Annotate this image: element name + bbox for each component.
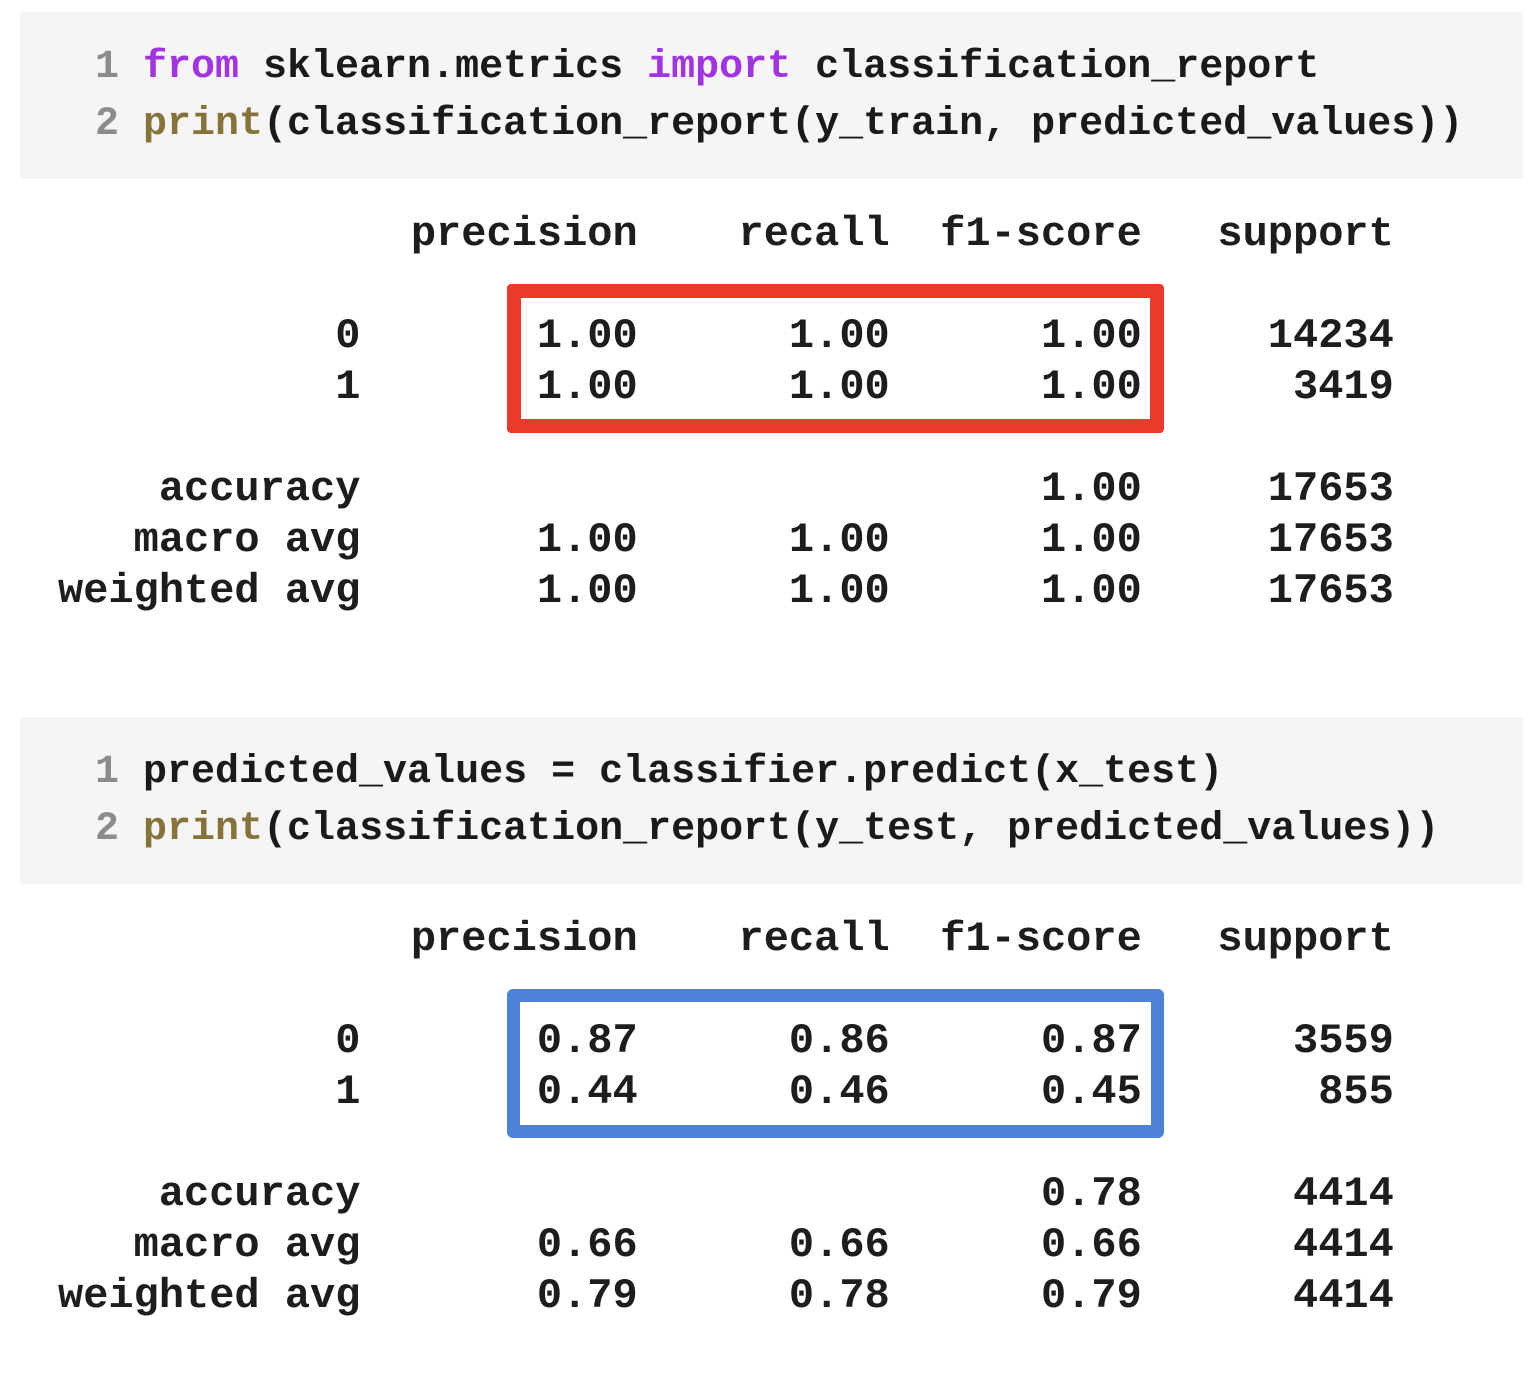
notebook-view: 1 from sklearn.metrics import classifica… (0, 12, 1536, 1375)
code-line: 1 predicted_values = classifier.predict(… (95, 744, 1523, 801)
blue-highlight-box (506, 989, 1165, 1138)
classification-report-test: precision recall f1-score support 0 0.87… (0, 914, 1536, 1322)
classification-report-train: precision recall f1-score support 0 1.00… (0, 209, 1536, 617)
code-token-builtin: print (143, 807, 264, 852)
code-line: 2 print(classification_report(y_test, pr… (95, 801, 1523, 858)
code-token-keyword: import (647, 45, 792, 90)
code-token-plain: classification_report (791, 45, 1320, 90)
line-number: 2 (95, 102, 144, 147)
code-token-plain: predicted_values = classifier.predict(x_… (143, 750, 1224, 795)
red-highlight-box (506, 284, 1165, 433)
code-token-plain: (classification_report(y_train, predicte… (263, 102, 1464, 147)
line-number: 2 (95, 807, 144, 852)
line-number: 1 (95, 750, 144, 795)
code-line: 2 print(classification_report(y_train, p… (95, 96, 1523, 153)
code-cell-train[interactable]: 1 from sklearn.metrics import classifica… (20, 12, 1523, 179)
code-token-builtin: print (143, 102, 264, 147)
line-number: 1 (95, 45, 144, 90)
code-token-plain: (classification_report(y_test, predicted… (263, 807, 1440, 852)
code-cell-test[interactable]: 1 predicted_values = classifier.predict(… (20, 717, 1523, 884)
classification-report-train-text: precision recall f1-score support 0 1.00… (58, 210, 1394, 615)
code-line: 1 from sklearn.metrics import classifica… (95, 39, 1523, 96)
classification-report-test-text: precision recall f1-score support 0 0.87… (58, 915, 1394, 1320)
code-token-plain: sklearn.metrics (239, 45, 648, 90)
code-token-keyword: from (143, 45, 240, 90)
